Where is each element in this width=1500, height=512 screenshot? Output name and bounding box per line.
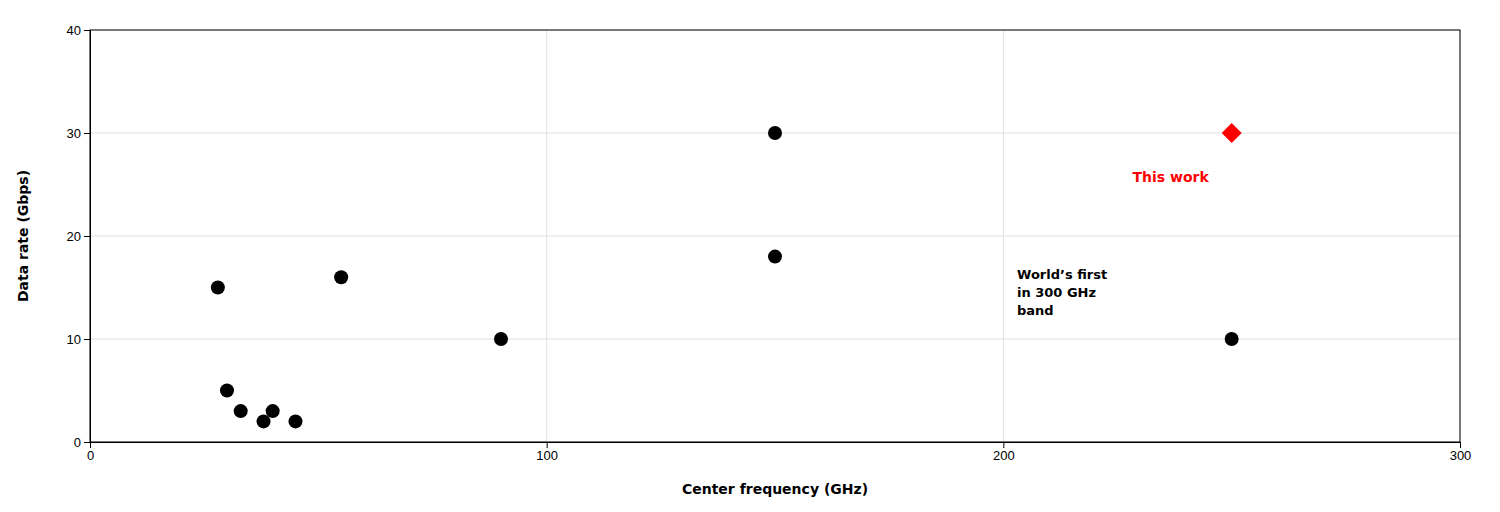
annotation-line: in 300 GHz (1017, 285, 1096, 300)
axis-line (91, 443, 1461, 449)
tick: 200 (993, 442, 1015, 463)
y-axis: 0 10 20 30 40 (67, 23, 91, 450)
grid-line (90, 339, 1460, 340)
tick-mark (84, 339, 90, 340)
point (211, 281, 225, 295)
point (234, 404, 248, 418)
tick: 300 (1450, 442, 1472, 463)
tick-label: 300 (1450, 448, 1472, 463)
point (768, 250, 782, 264)
point (1222, 123, 1242, 143)
tick-mark (84, 442, 90, 443)
point (266, 404, 280, 418)
tick-mark (1003, 442, 1004, 448)
tick-label: 0 (87, 448, 94, 463)
tick-mark (1460, 442, 1461, 448)
tick-label: 20 (67, 229, 81, 244)
point (494, 332, 508, 346)
tick-mark (84, 30, 90, 31)
tick-label: 30 (67, 126, 81, 141)
y-axis-title: Data rate (Gbps) (15, 170, 31, 302)
annotation-line: This work (1133, 169, 1210, 185)
tick: 20 (67, 229, 90, 244)
plot-frame (90, 30, 1460, 442)
plot: 0 100 200 300 0 10 20 30 40 This work World’s firs… (67, 23, 1472, 464)
tick-mark (84, 236, 90, 237)
tick: 100 (536, 442, 558, 463)
annotation-line: World’s first (1017, 267, 1107, 282)
tick-label: 100 (536, 448, 558, 463)
marks (211, 123, 1242, 428)
point (334, 270, 348, 284)
grid-line (90, 236, 1460, 237)
point (768, 126, 782, 140)
annotation-line: band (1017, 303, 1054, 318)
tick-label: 0 (74, 435, 81, 450)
tick: 0 (87, 442, 94, 463)
point (220, 384, 234, 398)
tick-label: 40 (67, 23, 81, 38)
annotations: This work World’s first in 300 GHz band (1017, 169, 1209, 318)
annotation: World’s first in 300 GHz band (1017, 267, 1107, 318)
tick: 40 (67, 23, 90, 38)
tick-mark (547, 442, 548, 448)
series (1222, 123, 1242, 143)
tick: 30 (67, 126, 90, 141)
tick: 0 (74, 435, 90, 450)
tick-mark (84, 133, 90, 134)
series (211, 126, 1239, 428)
tick-label: 10 (67, 332, 81, 347)
x-axis-title: Center frequency (GHz) (682, 481, 868, 497)
point (1225, 332, 1239, 346)
point (289, 414, 303, 428)
tick: 10 (67, 332, 90, 347)
x-axis: 0 100 200 300 (87, 442, 1471, 463)
tick-label: 200 (993, 448, 1015, 463)
chart: 0 100 200 300 0 10 20 30 40 This work World’s firs… (0, 0, 1500, 512)
annotation: This work (1133, 169, 1210, 185)
grid (90, 30, 1460, 442)
